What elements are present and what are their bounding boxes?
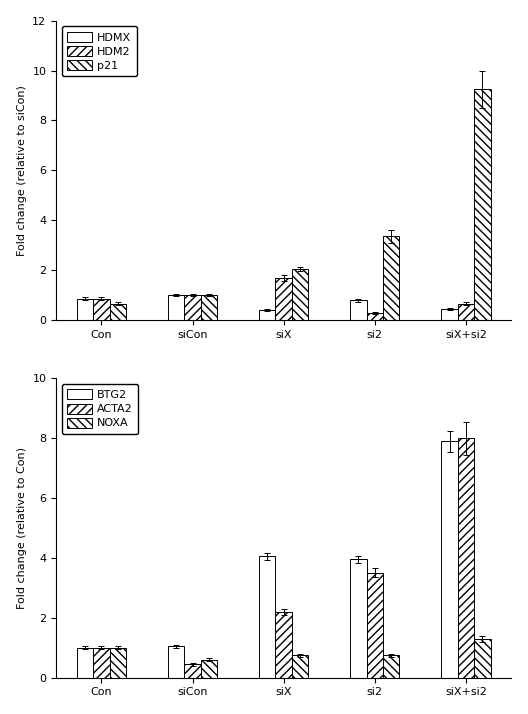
Bar [184, 295, 201, 320]
Bar [93, 298, 110, 320]
Bar [441, 309, 458, 320]
Bar [292, 268, 308, 320]
Bar [474, 89, 491, 320]
Bar [168, 646, 184, 678]
Bar [441, 441, 458, 678]
Bar [168, 295, 184, 320]
Bar [259, 556, 276, 678]
Bar [77, 298, 93, 320]
Bar [110, 303, 126, 320]
Bar [366, 573, 383, 678]
Y-axis label: Fold change (relative to siCon): Fold change (relative to siCon) [17, 85, 27, 256]
Bar [201, 295, 217, 320]
Y-axis label: Fold change (relative to Con): Fold change (relative to Con) [17, 447, 27, 609]
Bar [383, 655, 400, 678]
Bar [458, 438, 474, 678]
Bar [292, 655, 308, 678]
Bar [110, 648, 126, 678]
Bar [276, 612, 292, 678]
Bar [458, 303, 474, 320]
Bar [350, 559, 366, 678]
Bar [350, 301, 366, 320]
Bar [474, 639, 491, 678]
Bar [77, 648, 93, 678]
Bar [259, 311, 276, 320]
Bar [366, 313, 383, 320]
Legend: BTG2, ACTA2, NOXA: BTG2, ACTA2, NOXA [62, 384, 138, 434]
Bar [184, 664, 201, 678]
Bar [93, 648, 110, 678]
Bar [383, 236, 400, 320]
Legend: HDMX, HDM2, p21: HDMX, HDM2, p21 [62, 26, 137, 76]
Bar [276, 278, 292, 320]
Bar [201, 660, 217, 678]
